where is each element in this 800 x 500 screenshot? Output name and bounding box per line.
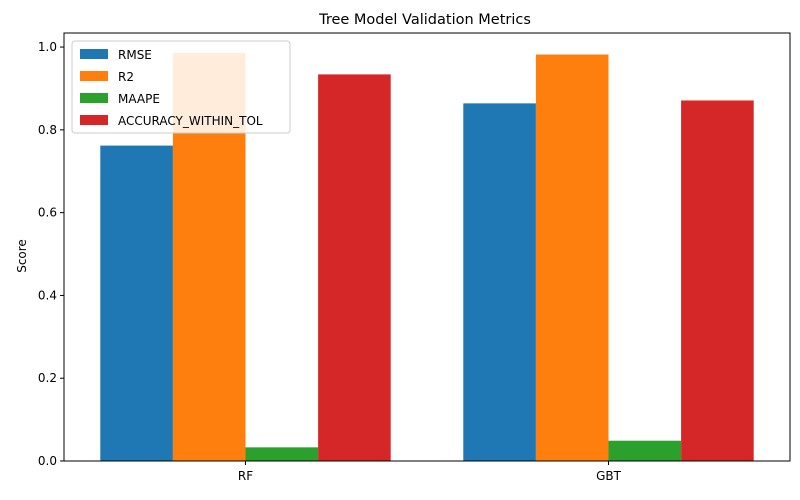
- bar-accuracy-within-tol-gbt: [681, 100, 754, 461]
- legend-swatch: [80, 93, 108, 103]
- legend-swatch: [80, 115, 108, 125]
- bar-rmse-rf: [100, 145, 173, 461]
- y-tick-label: 0.4: [38, 288, 57, 302]
- legend-swatch: [80, 71, 108, 81]
- legend-box: [71, 40, 291, 134]
- axes-group: 0.0 0.2 0.4 0.6 0.8 1.0 RF GBT: [38, 32, 791, 483]
- legend-label: RMSE: [118, 48, 152, 62]
- x-tick-label: RF: [238, 469, 253, 483]
- y-tick-label: 1.0: [38, 40, 57, 54]
- legend-label: MAAPE: [118, 92, 160, 106]
- y-axis-label: Score: [15, 239, 29, 273]
- y-tick-label: 0.6: [38, 206, 57, 220]
- bar-rmse-gbt: [463, 103, 536, 462]
- x-tick-label: GBT: [596, 469, 622, 483]
- bar-accuracy-within-tol-rf: [318, 74, 391, 461]
- y-tick-label: 0.0: [38, 454, 57, 468]
- bars-group: [100, 52, 754, 462]
- chart-title: Tree Model Validation Metrics: [318, 12, 531, 28]
- legend-label: ACCURACY_WITHIN_TOL: [118, 114, 263, 128]
- plot-frame: [63, 32, 791, 462]
- bar-maape-gbt: [608, 440, 682, 461]
- legend: RMSE R2 MAAPE ACCURACY_WITHIN_TOL: [71, 40, 291, 134]
- bar-maape-rf: [245, 447, 319, 461]
- legend-swatch: [80, 49, 108, 59]
- y-tick-label: 0.2: [38, 371, 57, 385]
- y-tick-label: 0.8: [38, 123, 57, 137]
- legend-label: R2: [118, 70, 134, 84]
- bar-r2-gbt: [535, 54, 609, 462]
